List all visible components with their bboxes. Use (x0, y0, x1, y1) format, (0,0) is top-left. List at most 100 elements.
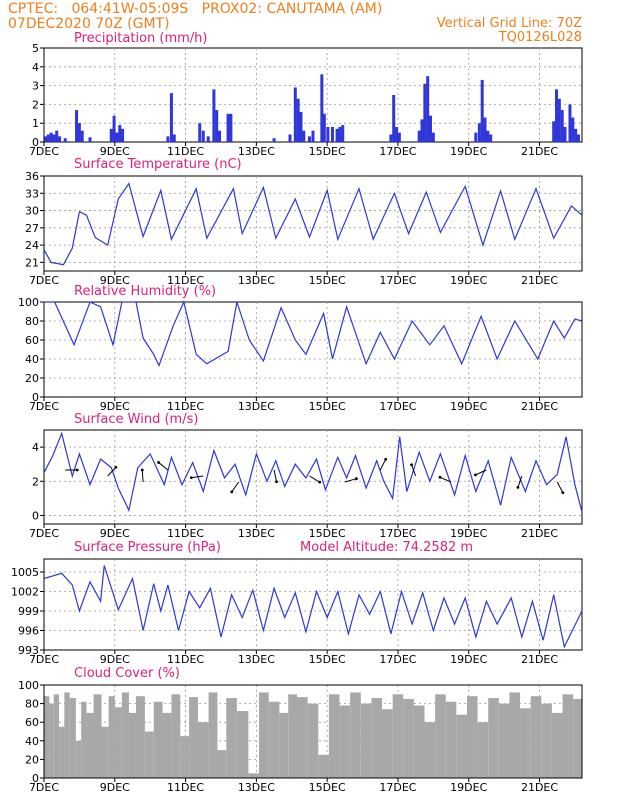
cloud-bar (541, 703, 552, 778)
y-tick-label: 80 (25, 698, 39, 711)
cloud-bar (562, 694, 574, 778)
precip-bar (557, 98, 561, 142)
precip-bar (44, 136, 48, 142)
wind-vector-head (516, 485, 520, 489)
wind-vector (158, 462, 169, 471)
x-tick-label: 13DEC (238, 527, 275, 540)
cloud-bar (520, 708, 531, 778)
wind-vector-head (410, 463, 413, 467)
x-tick-label: 15DEC (309, 274, 346, 287)
x-tick-label: 15DEC (309, 653, 346, 666)
precip-bar (420, 119, 424, 142)
y-tick-label: 1 (32, 117, 39, 130)
wind-vector (273, 469, 278, 482)
wind-vector (556, 481, 564, 493)
precip-bar (417, 130, 421, 142)
precip-bar (212, 89, 216, 142)
wind-vector-head (114, 465, 118, 469)
cloud-bar (339, 705, 351, 778)
cloud-bar (180, 736, 190, 778)
precip-bar (389, 134, 393, 142)
wind-vector-head (140, 468, 144, 472)
precip-bar (296, 98, 300, 142)
x-tick-label: 7DEC (29, 145, 59, 158)
precip-bar (338, 126, 342, 142)
y-tick-label: 60 (25, 334, 39, 347)
wind-vector (107, 466, 117, 477)
wind-vector-head (354, 477, 358, 481)
y-tick-label: 4 (32, 441, 39, 454)
precip-bar (426, 76, 430, 142)
series-line (43, 182, 583, 266)
cloud-bar (551, 712, 563, 778)
cloud-bar (86, 712, 94, 778)
y-tick-label: 60 (25, 716, 39, 729)
cloud-bar (189, 697, 198, 778)
precip-bar (46, 134, 50, 142)
y-tick-label: 40 (25, 353, 39, 366)
precip-bar (226, 113, 230, 142)
y-tick-label: 993 (18, 644, 39, 657)
precip-bar (563, 126, 567, 142)
cloud-bar (456, 714, 467, 778)
y-tick-label: 24 (25, 239, 39, 252)
precip-bar (272, 138, 276, 142)
cloud-bar (488, 698, 499, 778)
x-tick-label: 9DEC (100, 400, 130, 413)
chart-frame (43, 175, 583, 272)
chart-title: Surface Wind (m/s) (74, 412, 198, 427)
chart-frame (43, 558, 583, 651)
x-tick-label: 9DEC (100, 653, 130, 666)
x-tick-label: 7DEC (29, 527, 59, 540)
precip-bar (55, 130, 59, 142)
precip-bar (63, 138, 67, 142)
x-tick-label: 11DEC (167, 527, 204, 540)
precip-bar (75, 110, 79, 142)
y-tick-label: 1002 (11, 586, 39, 599)
x-tick-label: 21DEC (521, 274, 558, 287)
cloud-bar (162, 712, 172, 778)
precip-bar (229, 113, 233, 142)
cloud-bar (248, 773, 260, 778)
x-tick-label: 19DEC (450, 653, 487, 666)
x-tick-label: 15DEC (309, 400, 346, 413)
y-tick-label: 5 (32, 42, 39, 55)
chart-frame (43, 684, 583, 779)
x-tick-label: 21DEC (521, 653, 558, 666)
wind-vector (344, 478, 357, 483)
precip-bar (568, 104, 572, 142)
cloud-bar (288, 694, 298, 778)
y-tick-label: 36 (25, 170, 39, 183)
chart-frame (43, 301, 583, 398)
y-tick-label: 999 (18, 605, 39, 618)
cloud-bar (171, 694, 181, 778)
x-tick-label: 17DEC (379, 274, 416, 287)
cloud-bar (197, 722, 209, 778)
header-line1: CPTEC: 064:41W-05:09S PROX02: CANUTAMA (… (8, 1, 383, 17)
x-tick-label: 17DEC (379, 653, 416, 666)
x-tick-label: 19DEC (450, 527, 487, 540)
header-date: 07DEC2020 70Z (GMT) (8, 16, 170, 32)
x-tick-label: 17DEC (379, 781, 416, 794)
precip-bar (218, 130, 222, 142)
precip-bar (571, 117, 575, 142)
cloud-bar (360, 703, 372, 778)
cloud-bar (498, 703, 510, 778)
wind-vector (475, 469, 487, 476)
precip-bar (58, 136, 62, 142)
x-tick-label: 7DEC (29, 400, 59, 413)
x-tick-label: 17DEC (379, 145, 416, 158)
x-tick-label: 13DEC (238, 274, 275, 287)
wind-vector-head (318, 480, 322, 484)
y-tick-label: 21 (25, 256, 39, 269)
x-tick-label: 15DEC (309, 145, 346, 158)
precip-bar (480, 79, 484, 142)
cloud-bar (509, 692, 521, 778)
cloud-bar (307, 703, 319, 778)
wind-vector-head (157, 461, 160, 464)
cloud-bar (350, 692, 361, 778)
y-tick-label: 0 (32, 136, 39, 149)
wind-vector (439, 476, 452, 483)
x-tick-label: 11DEC (167, 781, 204, 794)
precip-bar (483, 117, 487, 142)
